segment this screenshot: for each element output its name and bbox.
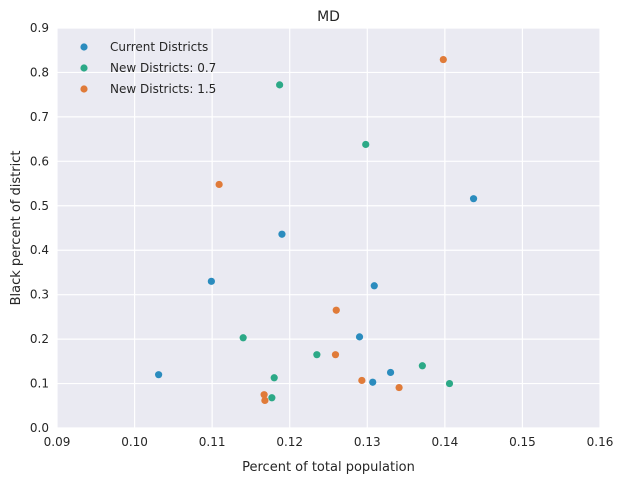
y-tick-label: 0.4 [30,243,49,257]
data-point-series-0 [369,378,377,386]
data-point-series-1 [418,362,426,370]
legend-marker [80,64,88,72]
data-point-series-2 [331,351,340,359]
legend-marker [80,85,88,93]
data-point-series-2 [332,306,340,314]
y-tick-label: 0.9 [30,21,49,35]
y-tick-label: 0.0 [30,421,49,435]
y-axis-label: Black percent of district [9,151,24,306]
legend: Current Districts New Districts: 0.7 New D… [80,40,216,96]
legend-marker [80,43,88,51]
legend-label: New Districts: 0.7 [110,61,216,75]
y-tick-label: 0.8 [30,65,49,79]
data-point-series-0 [469,195,478,203]
data-point-series-0 [207,277,215,285]
data-point-series-2 [215,180,223,189]
data-point-series-0 [155,371,163,379]
y-tick-label: 0.5 [30,199,49,213]
legend-label: New Districts: 1.5 [110,82,216,96]
x-tick-label: 0.16 [587,435,614,449]
legend-label: Current Districts [110,40,208,54]
y-tick-label: 0.1 [30,377,49,391]
y-tick-label: 0.3 [30,288,49,302]
data-point-series-1 [313,351,321,359]
data-point-series-1 [276,81,284,89]
data-points [155,55,478,405]
data-point-series-2 [395,383,403,392]
data-point-series-0 [355,333,364,341]
x-tick-label: 0.11 [199,435,226,449]
x-tick-label: 0.13 [354,435,381,449]
chart-title: MD [317,9,340,25]
grid-lines [56,27,601,429]
data-point-series-0 [370,282,378,290]
data-point-series-1 [268,394,276,402]
y-tick-label: 0.7 [30,110,49,124]
y-tick-label: 0.2 [30,332,49,346]
data-point-series-1 [445,379,454,388]
x-tick-label: 0.12 [276,435,303,449]
data-point-series-0 [386,368,395,377]
data-point-series-2 [358,376,366,385]
data-point-series-0 [278,230,286,238]
x-tick-label: 0.10 [121,435,148,449]
data-point-series-1 [270,374,278,382]
x-axis-label: Percent of total population [242,460,415,475]
x-tick-label: 0.14 [431,435,458,449]
data-point-series-1 [239,334,247,342]
x-tick-label: 0.15 [509,435,536,449]
x-tick-label: 0.09 [44,435,71,449]
data-point-series-2 [439,55,447,64]
y-tick-labels: 0.0 0.1 0.2 0.3 0.4 0.5 0.6 0.7 0.8 0.9 [30,21,49,435]
data-point-series-1 [362,140,370,149]
data-point-series-2 [260,391,268,399]
x-tick-labels: 0.09 0.10 0.11 0.12 0.13 0.14 0.15 0.16 [44,435,614,449]
y-tick-label: 0.6 [30,154,49,168]
plot-area [57,28,600,428]
data-point-series-2 [261,396,269,405]
